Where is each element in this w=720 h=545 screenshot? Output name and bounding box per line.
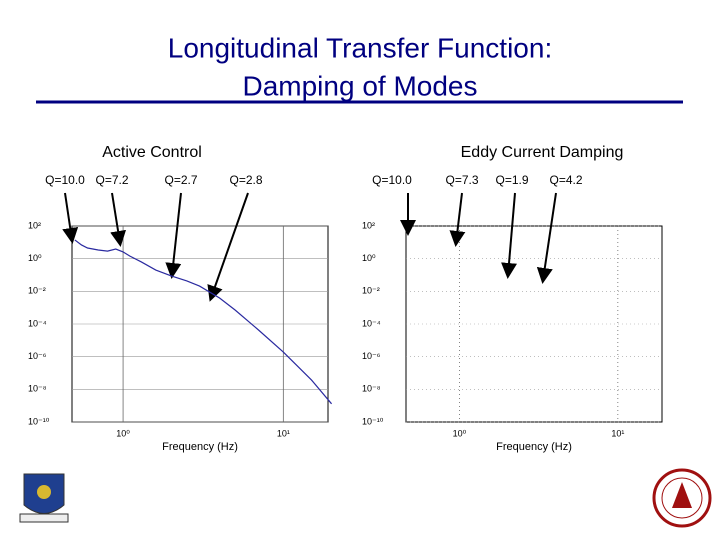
annotation: Q=1.9 <box>495 173 528 187</box>
y-tick-label: 10² <box>28 220 41 230</box>
x-tick-label: 10¹ <box>611 428 624 438</box>
x-tick-label: 10⁰ <box>116 428 130 438</box>
annotation: Q=7.2 <box>95 173 128 187</box>
annotation: Q=10.0 <box>45 173 85 187</box>
annotation: Q=4.2 <box>549 173 582 187</box>
annotation-arrow <box>165 192 182 279</box>
y-tick-label: 10⁻¹⁰ <box>28 416 50 426</box>
y-tick-label: 10⁻¹⁰ <box>362 416 384 426</box>
subtitle: Active Control <box>102 144 202 161</box>
annotation-arrow <box>449 192 466 247</box>
subtitle: Eddy Current Damping <box>461 144 624 161</box>
annotation-arrow <box>207 192 249 302</box>
y-tick-label: 10⁻⁴ <box>28 318 47 328</box>
right-logo <box>652 468 712 528</box>
y-tick-label: 10⁻⁸ <box>362 384 381 394</box>
annotation: Q=2.8 <box>229 173 262 187</box>
annotation: Q=10.0 <box>372 173 412 187</box>
y-tick-label: 10⁻⁸ <box>28 384 47 394</box>
x-tick-label: 10¹ <box>277 428 290 438</box>
y-tick-label: 10⁰ <box>28 253 42 263</box>
slide-title: Damping of Modes <box>242 70 477 101</box>
data-line <box>74 239 333 405</box>
y-tick-label: 10⁻⁴ <box>362 318 381 328</box>
annotation: Q=2.7 <box>164 173 197 187</box>
x-tick-label: 10⁰ <box>453 428 467 438</box>
annotation-arrow <box>501 192 517 279</box>
annotation-arrow <box>110 192 127 247</box>
annotation: Q=7.3 <box>445 173 478 187</box>
slide-title: Longitudinal Transfer Function: <box>168 32 552 63</box>
x-axis-label: Frequency (Hz) <box>162 441 238 453</box>
annotation-arrow <box>536 192 557 284</box>
y-tick-label: 10⁻² <box>362 286 380 296</box>
y-tick-label: 10⁻⁶ <box>362 351 381 361</box>
annotation-arrow <box>62 192 79 244</box>
y-tick-label: 10⁰ <box>362 253 376 263</box>
y-tick-label: 10⁻⁶ <box>28 351 47 361</box>
left-logo <box>19 473 69 523</box>
y-tick-label: 10⁻² <box>28 286 46 296</box>
x-axis-label: Frequency (Hz) <box>496 441 572 453</box>
y-tick-label: 10² <box>362 220 375 230</box>
